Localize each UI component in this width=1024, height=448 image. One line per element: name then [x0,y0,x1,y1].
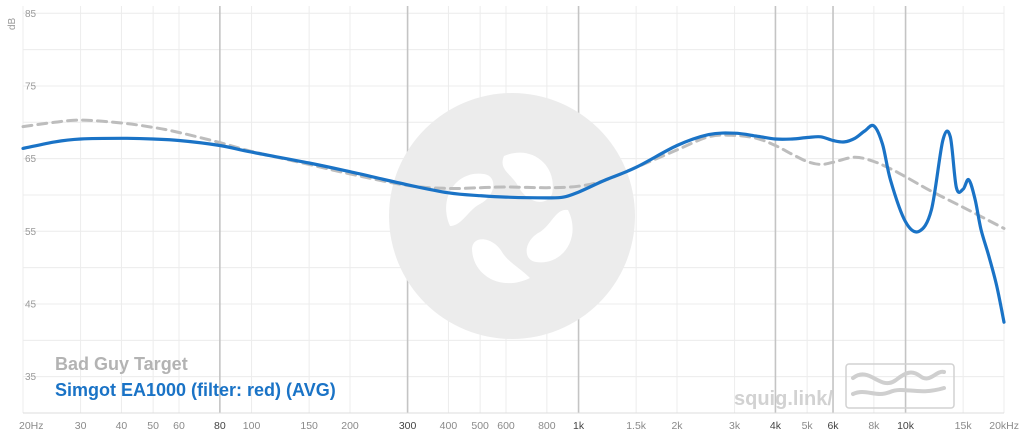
y-tick-label: 65 [25,154,37,165]
x-tick-label: 400 [440,420,458,432]
x-tick-label: 2k [671,420,683,432]
series-line-simgot[interactable] [21,123,1006,324]
y-tick-label: 75 [25,81,37,92]
legend-item-target[interactable]: Bad Guy Target [55,354,188,374]
x-tick-label: 800 [538,420,556,432]
x-tick-label: 40 [116,420,128,432]
squiglink-watermark: squig.link/ [734,363,955,410]
x-tick-label: 500 [471,420,489,432]
x-tick-label: 100 [243,420,261,432]
x-tick-label: 200 [341,420,359,432]
x-tick-label: 300 [399,420,417,432]
x-tick-label: 20kHz [989,420,1019,432]
x-tick-label: 150 [300,420,318,432]
x-tick-label: 80 [214,420,226,432]
legend: Bad Guy Target Simgot EA1000 (filter: re… [55,354,336,400]
watermark-text: squig.link/ [734,388,833,410]
y-tick-label: 85 [25,9,37,20]
x-tick-label: 4k [770,420,782,432]
y-tick-label: 45 [25,299,37,310]
x-tick-label: 3k [729,420,741,432]
x-tick-label: 1.5k [626,420,647,432]
x-tick-label: 5k [802,420,814,432]
x-tick-label: 1k [573,420,585,432]
watermark-box [845,363,955,409]
curves [21,118,1006,324]
x-tick-label: 8k [868,420,880,432]
x-tick-label: 30 [75,420,87,432]
x-tick-label: 20Hz [19,420,44,432]
legend-item-simgot[interactable]: Simgot EA1000 (filter: red) (AVG) [55,380,336,400]
x-tick-label: 50 [147,420,159,432]
axis-labels: 85 75 65 55 45 35 20Hz 30 40 50 60 80 100 150 200 300 40… [19,9,1019,432]
x-tick-label: 6k [827,420,839,432]
y-axis-label: dB [7,17,18,30]
x-tick-label: 10k [897,420,915,432]
grid [22,6,1005,414]
watermark-logo [389,93,635,339]
watermark-squiggle [851,369,946,386]
y-tick-label: 35 [25,372,37,383]
x-tick-label: 15k [955,420,973,432]
y-tick-label: 55 [25,227,37,238]
x-tick-label: 60 [173,420,185,432]
x-tick-label: 600 [497,420,515,432]
